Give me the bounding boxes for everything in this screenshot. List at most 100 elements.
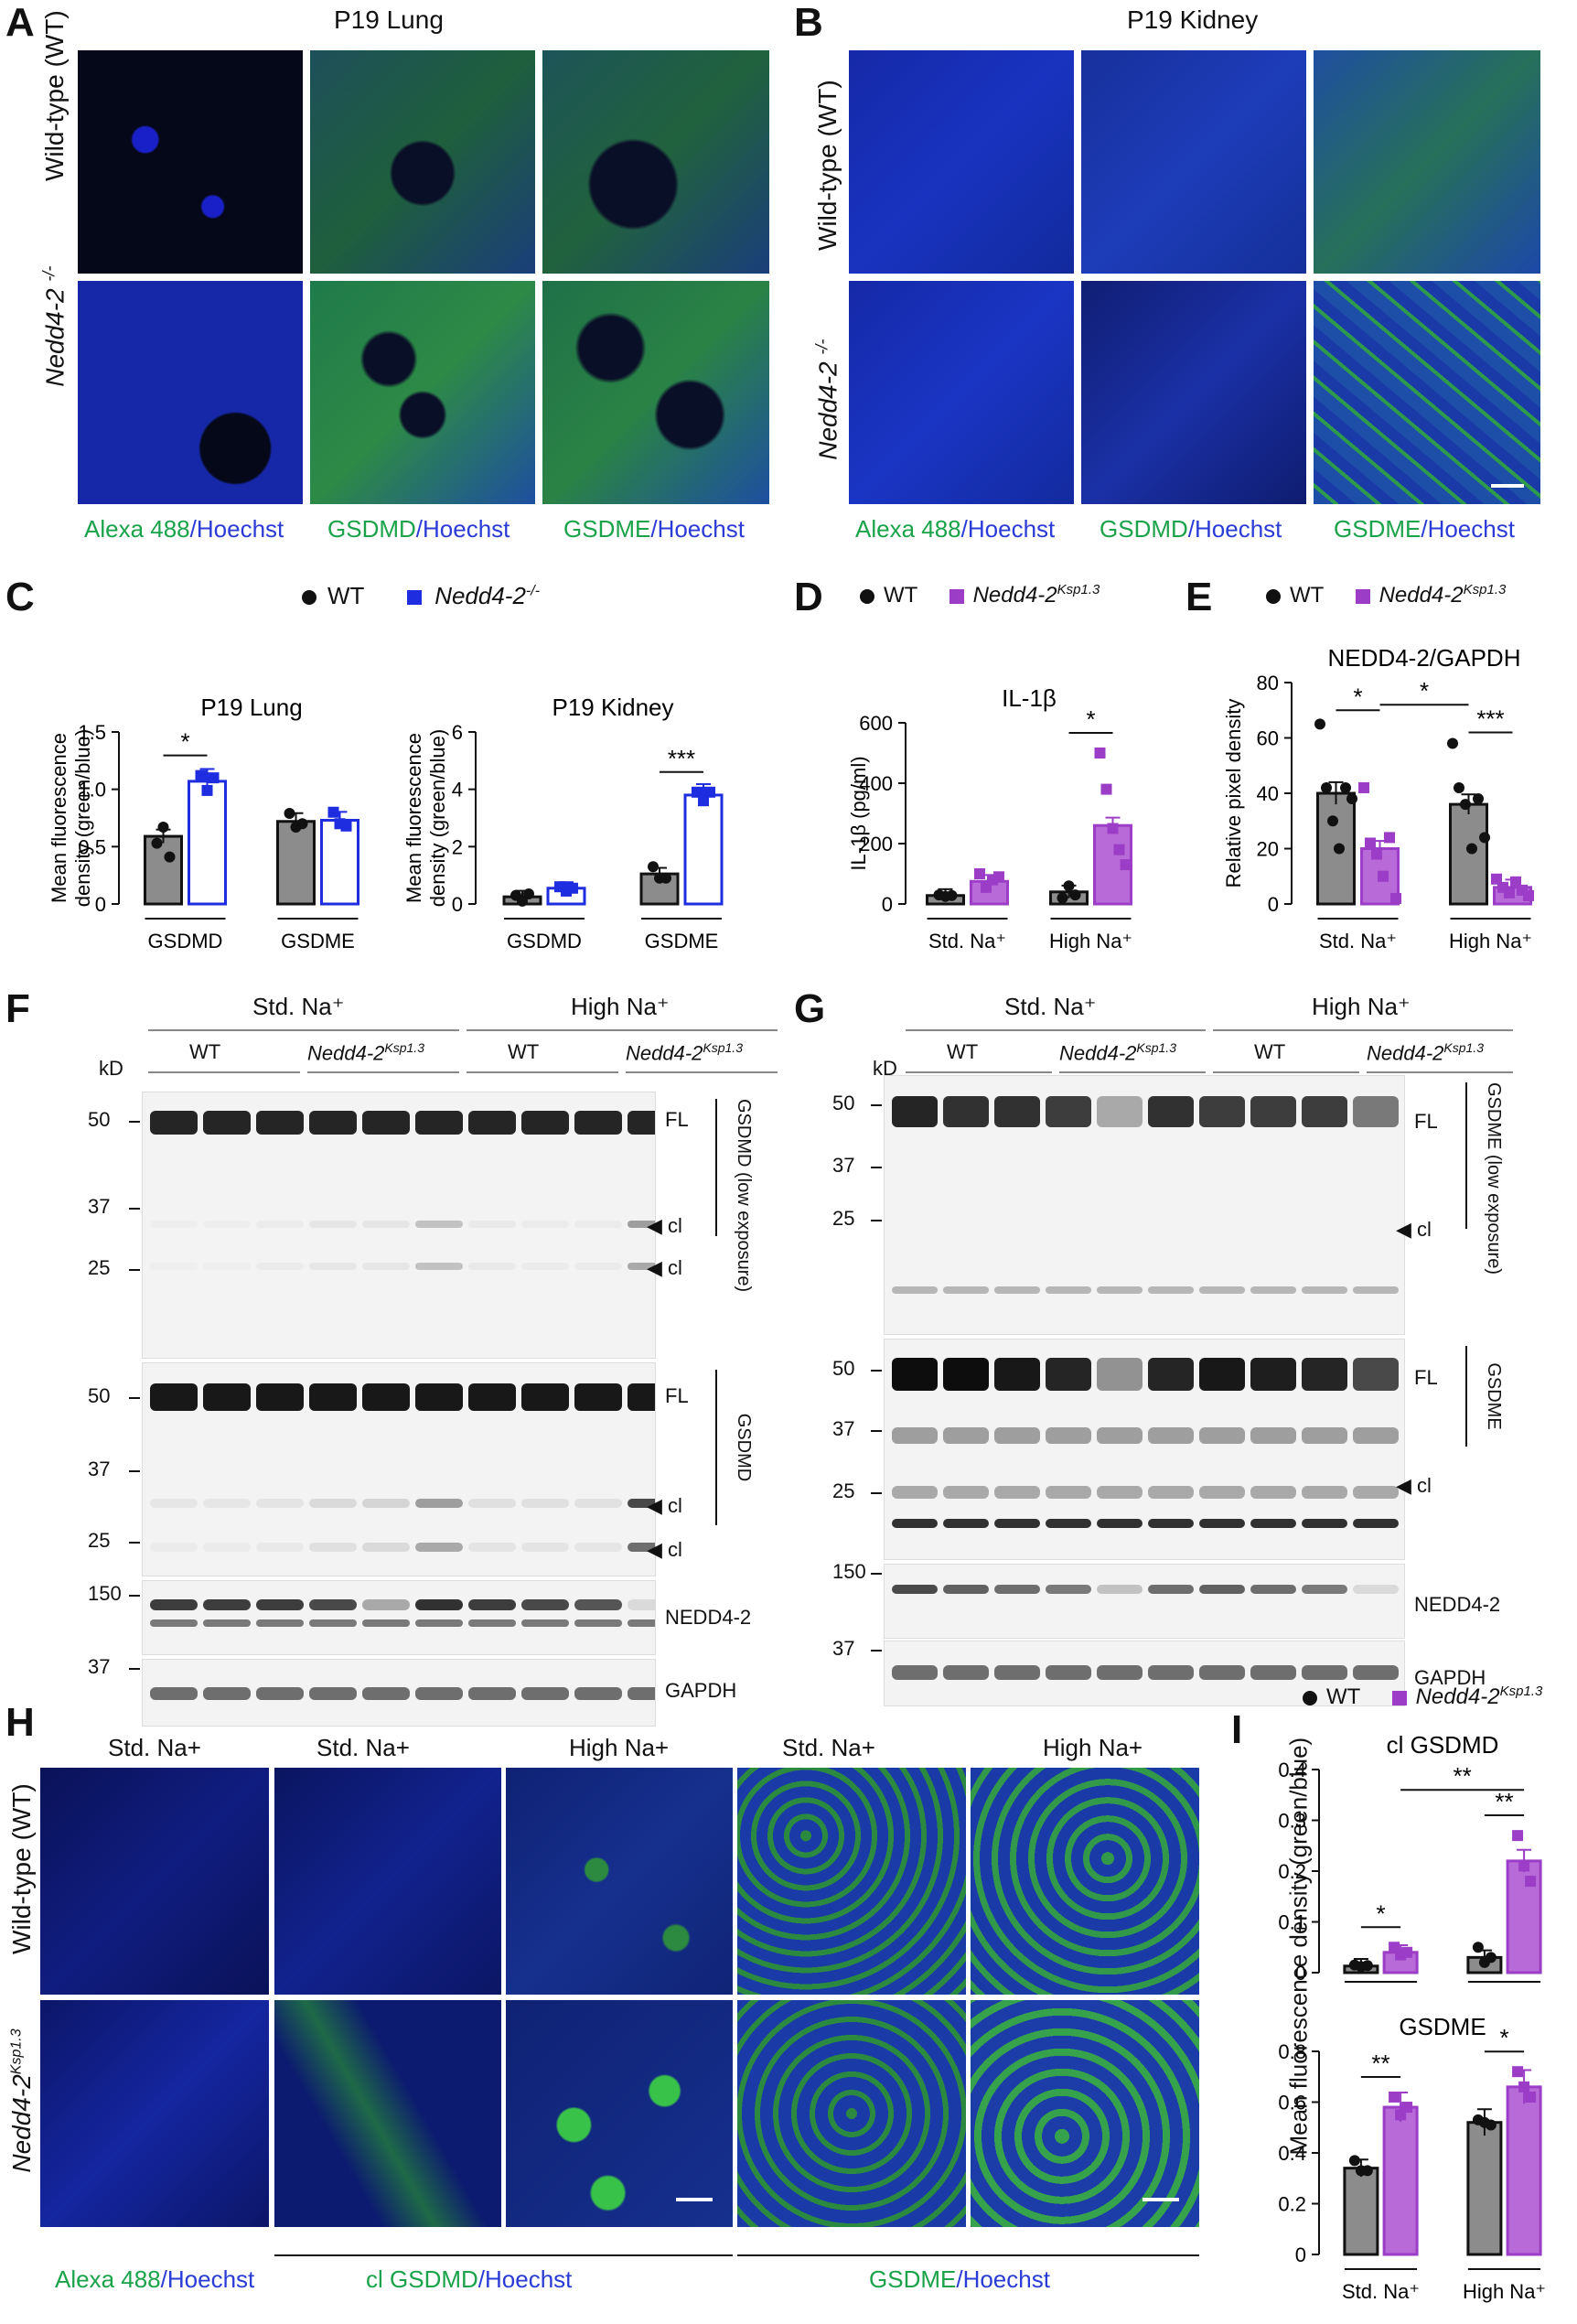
data-point-wt xyxy=(946,889,958,901)
y-tick-label: 40 xyxy=(1257,782,1279,805)
mw-marker-tick xyxy=(871,1167,882,1168)
blot-band xyxy=(994,1096,1040,1127)
micrograph-a-wt-alexa xyxy=(78,50,303,274)
blot-band xyxy=(1404,1358,1405,1391)
blot-band xyxy=(415,1543,463,1552)
blot-band xyxy=(1097,1358,1143,1391)
panel-label-b: B xyxy=(794,0,823,45)
panel-i-ylabel: Mean fluorescence density (green/blue) xyxy=(1284,1737,1313,2156)
blot-band xyxy=(994,1358,1040,1391)
y-tick-label: 0 xyxy=(1268,893,1279,916)
data-point-wt xyxy=(1472,1942,1484,1953)
data-point-wt xyxy=(284,807,295,819)
blot-band xyxy=(521,1687,569,1700)
blot-group-label: High Na⁺ xyxy=(571,993,670,1020)
data-point-wt xyxy=(151,837,163,849)
blot-band xyxy=(415,1383,463,1411)
blot-band xyxy=(309,1599,357,1610)
blot-band xyxy=(943,1427,989,1444)
mw-marker-tick xyxy=(129,1595,140,1597)
micrograph-b-wt-gsdme xyxy=(1314,50,1540,274)
blot-band xyxy=(415,1619,463,1627)
panel-label-e: E xyxy=(1185,575,1213,619)
panel-label-i: I xyxy=(1231,1707,1243,1752)
blot-band xyxy=(1353,1665,1399,1680)
blot-band xyxy=(1250,1427,1296,1444)
blot-band xyxy=(203,1111,251,1135)
mw-marker-label: 25 xyxy=(832,1207,855,1230)
legend-ko-marker xyxy=(949,588,964,604)
chart-c-kidney: P19 Kidney 0 2 4 6 Mean fluorescence density (… xyxy=(402,694,724,952)
legend-ko-label: Nedd4-2Ksp1.3 xyxy=(972,582,1100,608)
significance-label: *** xyxy=(1476,705,1504,732)
x-category-label: Std. Na⁺ xyxy=(928,930,1006,952)
blot-band xyxy=(1302,1358,1347,1391)
significance-label: ** xyxy=(1371,2050,1389,2077)
micrograph-b-ko-gsdme xyxy=(1314,281,1540,504)
panel-a-col-label-1: Alexa 488/Hoechst xyxy=(84,515,284,543)
blot-band xyxy=(309,1263,357,1270)
blot-band xyxy=(1250,1096,1296,1127)
micrograph-a-wt-gsdmd xyxy=(310,50,535,274)
mw-marker-label: 37 xyxy=(832,1154,855,1177)
blot-band xyxy=(1046,1519,1091,1528)
blot-subgroup-line xyxy=(1213,1071,1359,1073)
bar-wt xyxy=(276,820,316,906)
panel-label-f: F xyxy=(5,986,30,1031)
mw-marker-label: 25 xyxy=(832,1479,855,1502)
band-label: GAPDH xyxy=(665,1679,737,1702)
blot-band xyxy=(1404,1096,1405,1127)
blot-band xyxy=(1046,1358,1091,1391)
mw-marker-tick xyxy=(871,1104,882,1106)
blot-band xyxy=(1353,1096,1399,1127)
mw-marker-tick xyxy=(871,1370,882,1372)
panel-h-col-title-4: Std. Na+ xyxy=(782,1734,875,1761)
blot-band xyxy=(203,1687,251,1700)
legend-ko-marker xyxy=(1355,588,1370,604)
chart-title: cl GSDMD xyxy=(1387,1731,1499,1759)
mw-marker-tick xyxy=(129,1208,140,1210)
blot-band xyxy=(1404,1427,1405,1444)
blot-band xyxy=(628,1499,655,1508)
data-point-ko xyxy=(567,882,578,894)
blot-subgroup-label: Nedd4-2Ksp1.3 xyxy=(307,1040,424,1065)
data-point-ko xyxy=(1365,837,1376,849)
data-point-wt xyxy=(296,818,308,830)
panel-label-h: H xyxy=(5,1700,35,1745)
x-category-label: High Na⁺ xyxy=(1449,930,1532,952)
blot-band xyxy=(256,1499,304,1508)
panel-h-col-title-3: High Na+ xyxy=(569,1734,670,1761)
y-tick-label: 80 xyxy=(1257,672,1279,694)
bar-ko xyxy=(683,793,724,906)
mw-marker-label: 37 xyxy=(88,1195,111,1218)
blot-band xyxy=(1404,1585,1405,1594)
blot-band xyxy=(362,1383,410,1411)
blot-group-line xyxy=(467,1029,778,1031)
legend-wt-marker xyxy=(1303,1690,1317,1705)
blot-band xyxy=(943,1096,989,1127)
blot-band xyxy=(892,1427,938,1444)
mw-marker-tick xyxy=(871,1573,882,1575)
blot-band xyxy=(1353,1286,1399,1294)
blot-band xyxy=(415,1687,463,1700)
blot-band xyxy=(994,1286,1040,1294)
mw-marker-label: 25 xyxy=(88,1256,111,1279)
data-point-wt xyxy=(1063,880,1075,892)
blot-band xyxy=(256,1383,304,1411)
blot-band xyxy=(1250,1665,1296,1680)
data-point-ko xyxy=(1113,844,1125,855)
mw-marker-tick xyxy=(129,1542,140,1544)
panel-b-title: P19 Kidney xyxy=(1127,5,1259,34)
blot-band xyxy=(521,1619,569,1627)
data-point-ko xyxy=(1504,887,1515,898)
blot-band xyxy=(628,1619,655,1627)
blot-band xyxy=(1097,1486,1143,1499)
blot-group-line xyxy=(906,1029,1206,1031)
blot-band xyxy=(1097,1286,1143,1294)
panel-i-legend: WT Nedd4-2Ksp1.3 xyxy=(1303,1684,1542,1710)
panel-e-legend: WT Nedd4-2Ksp1.3 xyxy=(1266,582,1506,608)
data-point-wt xyxy=(1314,718,1325,730)
y-tick-label: 0.4 xyxy=(1278,2142,1306,2165)
